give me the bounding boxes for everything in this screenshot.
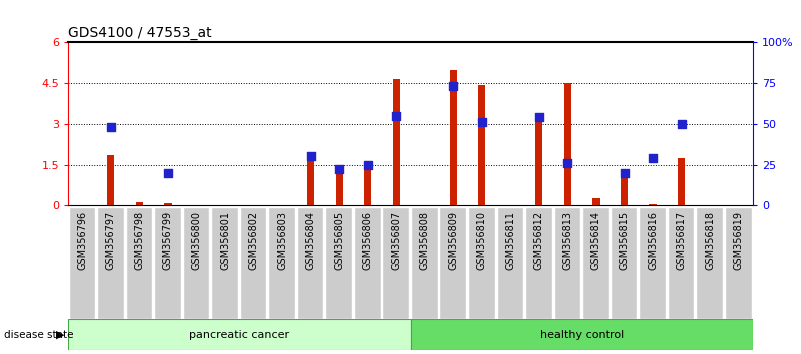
FancyBboxPatch shape (554, 207, 580, 319)
FancyBboxPatch shape (698, 207, 723, 319)
Text: GSM356816: GSM356816 (648, 211, 658, 270)
Point (162, 170, 175, 176)
Bar (564, 83, 571, 205)
Point (390, 113, 403, 119)
Text: GSM356806: GSM356806 (363, 211, 372, 270)
Bar (364, 167, 372, 205)
Point (447, 84, 460, 89)
Bar (307, 161, 314, 205)
Point (104, 124, 117, 130)
Bar (593, 198, 600, 205)
FancyBboxPatch shape (241, 207, 267, 319)
FancyBboxPatch shape (497, 207, 523, 319)
Text: GSM356818: GSM356818 (705, 211, 715, 270)
Text: GSM356800: GSM356800 (191, 211, 202, 270)
Bar (449, 70, 457, 205)
Text: GSM356804: GSM356804 (306, 211, 316, 270)
Bar (392, 79, 400, 205)
Point (646, 155, 659, 161)
Bar (535, 114, 542, 205)
Text: GDS4100 / 47553_at: GDS4100 / 47553_at (68, 26, 211, 40)
Text: GSM356814: GSM356814 (591, 211, 601, 270)
Bar (136, 202, 143, 205)
Point (361, 162, 374, 167)
Text: GSM356801: GSM356801 (220, 211, 230, 270)
Text: GSM356809: GSM356809 (449, 211, 458, 270)
Text: ▶: ▶ (55, 330, 64, 339)
Bar (164, 203, 171, 205)
Point (675, 121, 688, 127)
Point (332, 167, 345, 172)
FancyBboxPatch shape (98, 207, 123, 319)
FancyBboxPatch shape (640, 207, 666, 319)
Bar (621, 171, 628, 205)
Text: GSM356796: GSM356796 (78, 211, 87, 270)
Point (561, 160, 574, 166)
Text: GSM356810: GSM356810 (477, 211, 487, 270)
Bar (336, 171, 343, 205)
Text: GSM356802: GSM356802 (248, 211, 259, 270)
FancyBboxPatch shape (469, 207, 495, 319)
Text: GSM356798: GSM356798 (135, 211, 144, 270)
Point (476, 119, 489, 125)
Bar (107, 155, 115, 205)
Text: GSM356797: GSM356797 (106, 211, 116, 270)
Text: GSM356805: GSM356805 (334, 211, 344, 270)
Text: GSM356815: GSM356815 (619, 211, 630, 270)
FancyBboxPatch shape (127, 207, 152, 319)
Point (618, 170, 631, 176)
Text: GSM356799: GSM356799 (163, 211, 173, 270)
Text: GSM356808: GSM356808 (420, 211, 430, 270)
FancyBboxPatch shape (269, 207, 295, 319)
FancyBboxPatch shape (410, 319, 753, 350)
FancyBboxPatch shape (68, 319, 410, 350)
FancyBboxPatch shape (355, 207, 380, 319)
Text: GSM356807: GSM356807 (391, 211, 401, 270)
FancyBboxPatch shape (441, 207, 466, 319)
Bar (478, 85, 485, 205)
FancyBboxPatch shape (155, 207, 181, 319)
FancyBboxPatch shape (298, 207, 324, 319)
Bar (650, 204, 657, 205)
Text: GSM356819: GSM356819 (734, 211, 743, 270)
FancyBboxPatch shape (183, 207, 209, 319)
Text: healthy control: healthy control (540, 330, 624, 339)
FancyBboxPatch shape (583, 207, 609, 319)
Bar (678, 158, 685, 205)
Text: GSM356812: GSM356812 (534, 211, 544, 270)
FancyBboxPatch shape (526, 207, 552, 319)
Point (533, 115, 545, 120)
FancyBboxPatch shape (212, 207, 238, 319)
FancyBboxPatch shape (326, 207, 352, 319)
FancyBboxPatch shape (70, 207, 95, 319)
FancyBboxPatch shape (412, 207, 437, 319)
Text: GSM356813: GSM356813 (562, 211, 573, 270)
Text: disease state: disease state (4, 330, 74, 339)
Text: GSM356811: GSM356811 (505, 211, 515, 270)
FancyBboxPatch shape (612, 207, 638, 319)
Text: GSM356803: GSM356803 (277, 211, 287, 270)
Point (304, 154, 317, 159)
FancyBboxPatch shape (384, 207, 409, 319)
FancyBboxPatch shape (669, 207, 694, 319)
FancyBboxPatch shape (726, 207, 751, 319)
Text: pancreatic cancer: pancreatic cancer (189, 330, 289, 339)
Text: GSM356817: GSM356817 (677, 211, 686, 270)
